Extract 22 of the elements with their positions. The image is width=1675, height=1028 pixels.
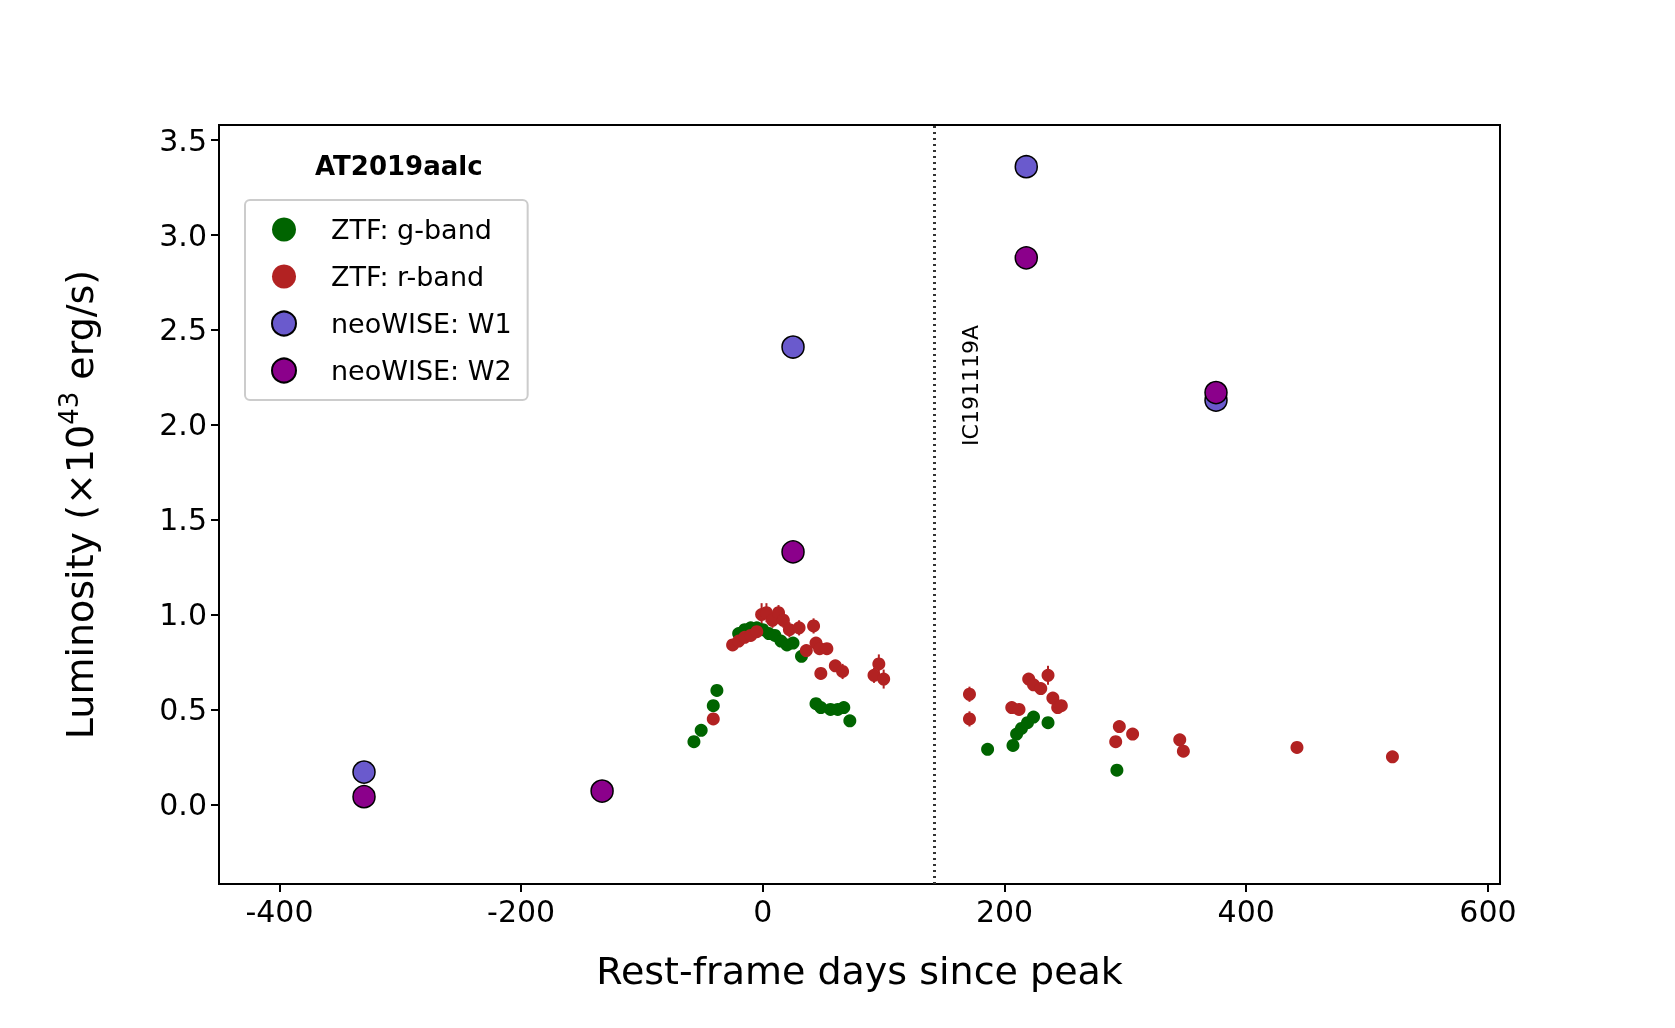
x-tick-label: 0 [753, 893, 773, 929]
x-tick-label: 400 [1217, 893, 1275, 929]
y-tick-label: 0.5 [159, 691, 207, 727]
x-tick-label: 600 [1459, 893, 1517, 929]
ref-line-label: IC191119A [957, 325, 983, 446]
legend-label: neoWISE: W1 [331, 308, 512, 339]
y-tick-label: 1.0 [159, 597, 207, 633]
legend-label: neoWISE: W2 [331, 355, 512, 386]
y-tick-label: 2.0 [159, 407, 207, 443]
x-axis-title: Rest-frame days since peak [596, 949, 1123, 993]
x-tick-label: 200 [975, 893, 1034, 929]
legend-label: ZTF: g-band [331, 214, 492, 245]
text: AT2019aalc [315, 151, 483, 181]
x-tick-label: -200 [487, 893, 556, 929]
y-axis-title: Luminosity (×1043 erg/s) [54, 269, 102, 740]
x-tick-label: -400 [245, 893, 314, 929]
legend-label: ZTF: r-band [331, 261, 485, 292]
y-tick-label: 2.5 [159, 312, 207, 348]
y-tick-label: 3.0 [159, 217, 207, 253]
y-tick-label: 0.0 [159, 786, 207, 822]
y-tick-label: 1.5 [159, 502, 207, 538]
y-tick-label: 3.5 [159, 122, 207, 158]
